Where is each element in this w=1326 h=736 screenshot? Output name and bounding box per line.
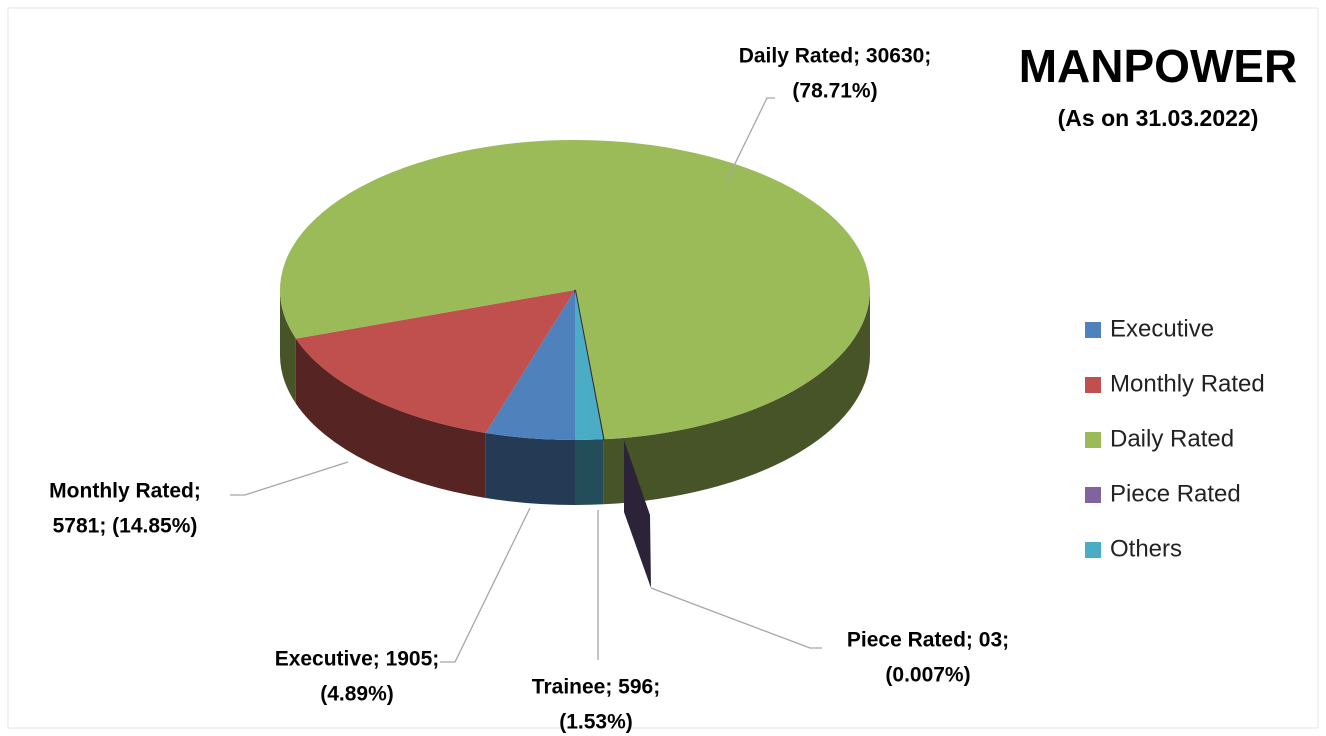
- legend-swatch: [1085, 377, 1101, 393]
- legend-swatch: [1085, 487, 1101, 503]
- data-label: (0.007%): [885, 664, 970, 687]
- slice: [280, 140, 870, 440]
- leader-line: [727, 97, 775, 179]
- data-label: (78.71%): [792, 80, 877, 103]
- chart-title: MANPOWER: [1019, 40, 1298, 92]
- slice-side: [603, 290, 870, 505]
- slice-side: [575, 439, 604, 505]
- data-label: Piece Rated; 03;: [847, 629, 1009, 652]
- slice: [574, 289, 605, 441]
- legend-label: Monthly Rated: [1110, 370, 1265, 397]
- chart-subtitle: (As on 31.03.2022): [1058, 105, 1259, 131]
- legend-swatch: [1085, 432, 1101, 448]
- slice: [485, 290, 575, 440]
- slice: [575, 290, 604, 440]
- data-label: Trainee; 596;: [532, 676, 660, 699]
- slice-side: [624, 440, 651, 588]
- slice-side: [485, 432, 575, 505]
- legend-label: Others: [1110, 535, 1182, 562]
- data-label: Executive; 1905;: [275, 648, 440, 671]
- legend-label: Piece Rated: [1110, 480, 1241, 507]
- legend-swatch: [1085, 322, 1101, 338]
- data-label: 5781; (14.85%): [53, 515, 198, 538]
- legend-label: Executive: [1110, 315, 1214, 342]
- data-label: (1.53%): [559, 711, 633, 734]
- legend-swatch: [1085, 542, 1101, 558]
- slice-side: [295, 338, 486, 498]
- legend-label: Daily Rated: [1110, 425, 1234, 452]
- slice-side: [280, 290, 296, 404]
- data-label: Monthly Rated;: [49, 480, 201, 503]
- leader-line: [230, 461, 349, 496]
- data-label: Daily Rated; 30630;: [739, 45, 932, 68]
- leader-line: [650, 587, 822, 649]
- data-label: (4.89%): [320, 683, 394, 706]
- slice: [295, 290, 575, 433]
- leader-line: [440, 507, 531, 663]
